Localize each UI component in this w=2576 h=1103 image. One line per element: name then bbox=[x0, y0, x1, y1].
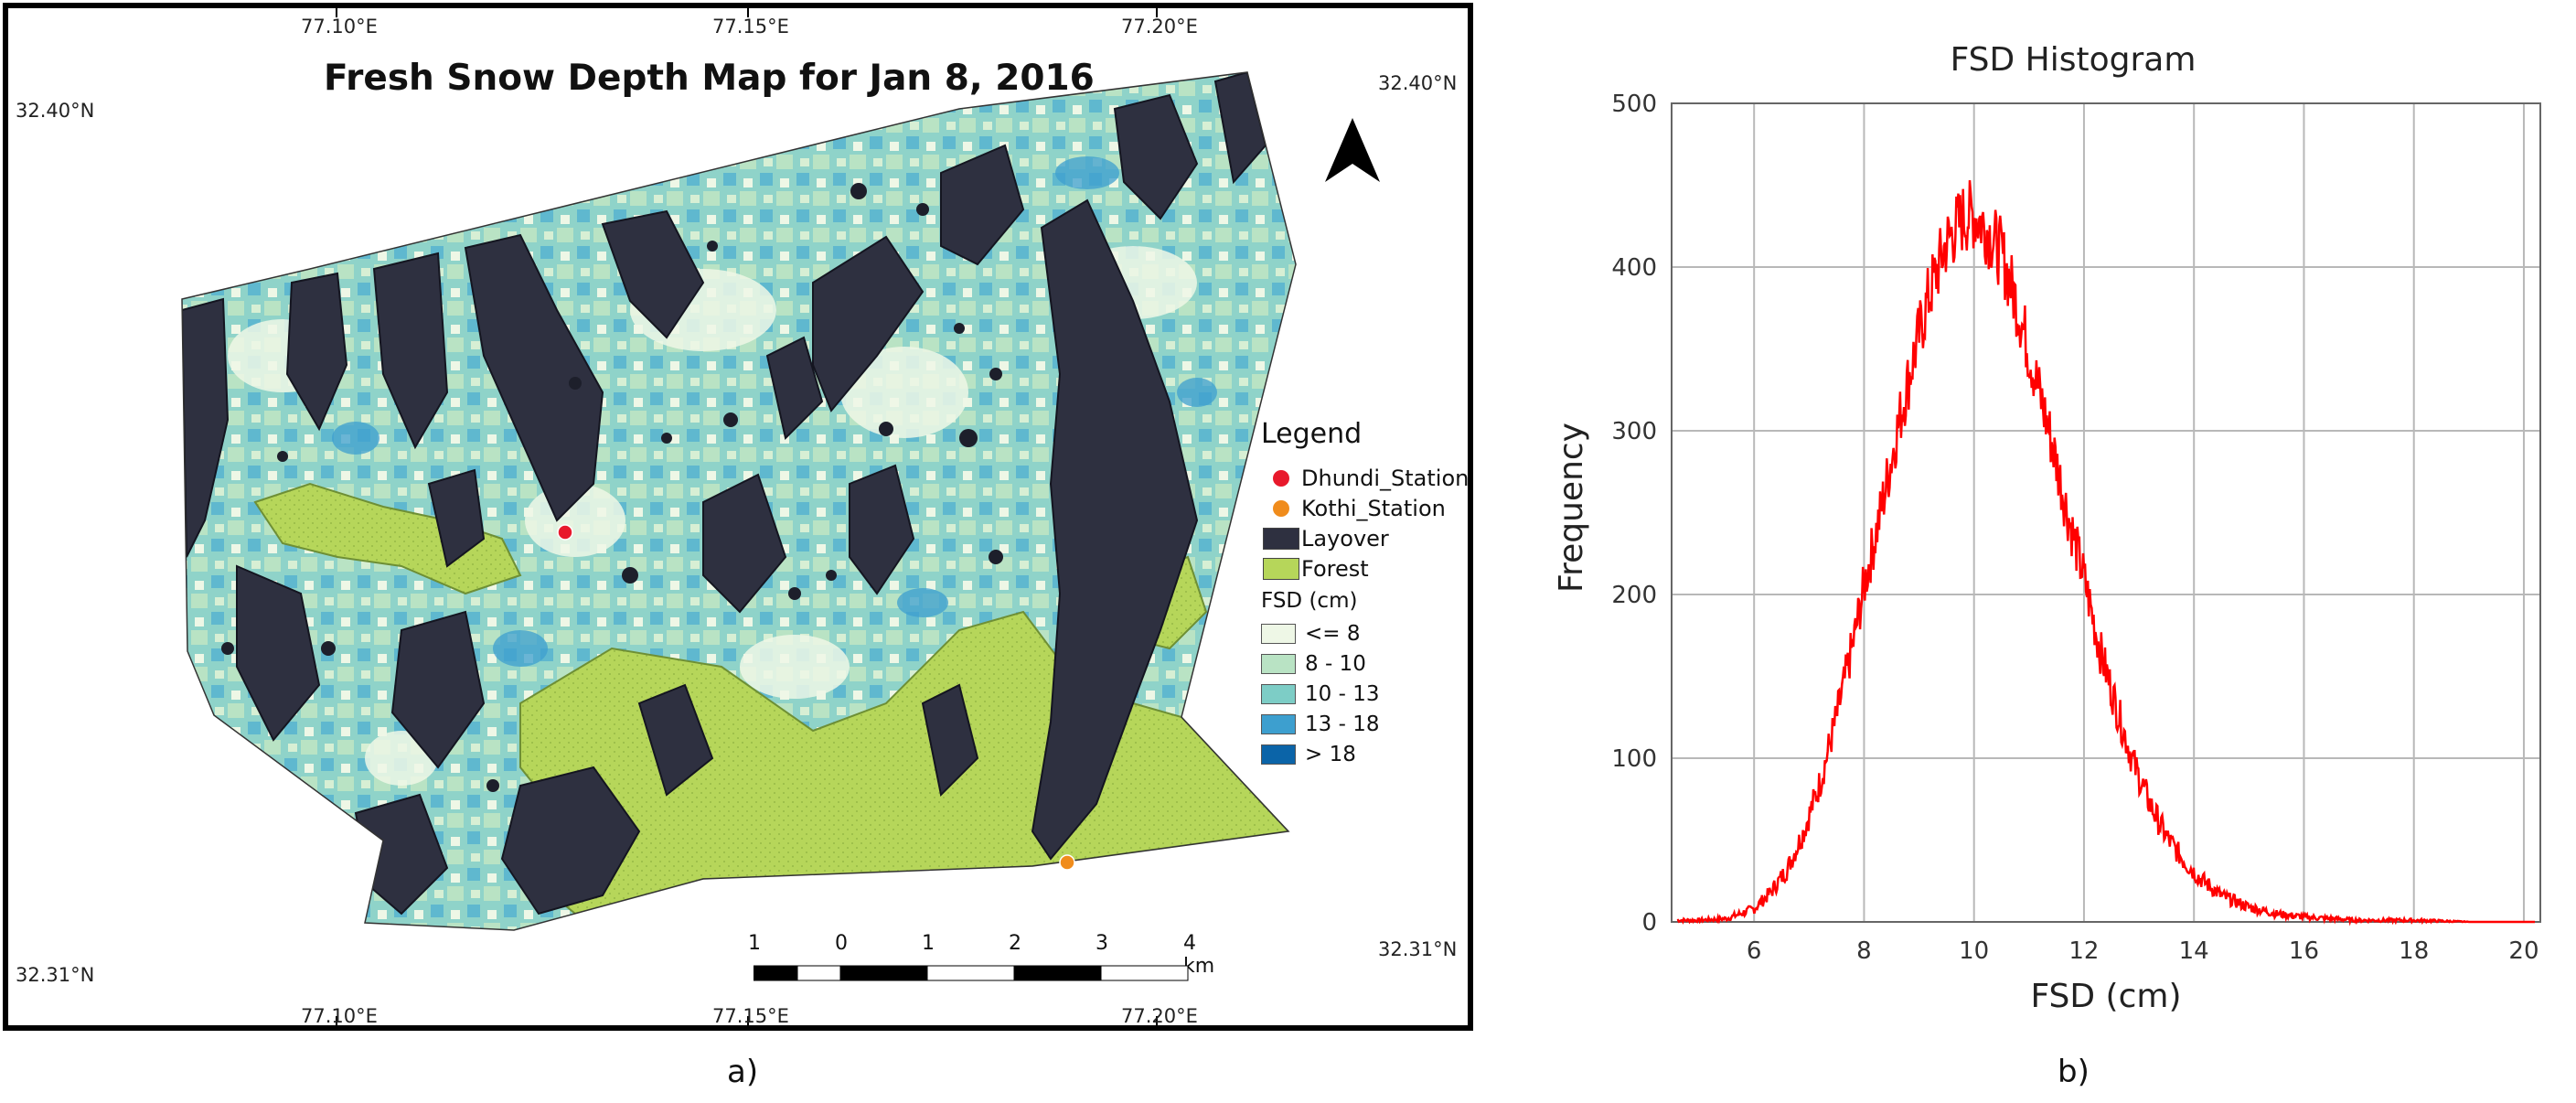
layover-areas bbox=[182, 72, 1267, 916]
fsd-class-label: 8 - 10 bbox=[1305, 651, 1366, 676]
coord-bottom-3: 77.20°E bbox=[1121, 1005, 1198, 1027]
legend-title: Legend bbox=[1261, 418, 1363, 450]
fsd-swatch bbox=[1261, 653, 1296, 674]
legend-item-dhundi-station: Dhundi_Station bbox=[1261, 463, 1480, 493]
fsd-class-4: 13 - 18 bbox=[1261, 709, 1480, 739]
coord-bottom-2: 77.15°E bbox=[712, 1005, 789, 1027]
fsd-swatch bbox=[1261, 713, 1296, 734]
coord-bottom-1: 77.10°E bbox=[301, 1005, 378, 1027]
legend-label: Dhundi_Station bbox=[1301, 465, 1470, 491]
kothi-station-symbol bbox=[1273, 499, 1289, 517]
legend-item-kothi-station: Kothi_Station bbox=[1261, 493, 1480, 523]
x-tick-label: 10 bbox=[1959, 937, 1989, 965]
y-tick-label: 100 bbox=[1611, 745, 1657, 773]
panel-b-caption: b) bbox=[2058, 1054, 2090, 1090]
map-panel: Fresh Snow Depth Map for Jan 8, 2016 77.… bbox=[3, 3, 1473, 1031]
fsd-class-1: <= 8 bbox=[1261, 618, 1480, 648]
series-line-frequency bbox=[1676, 180, 2535, 926]
y-axis-label: Frequency bbox=[1553, 423, 1590, 593]
x-tick-label: 16 bbox=[2289, 937, 2319, 965]
legend-item-layover: Layover bbox=[1261, 523, 1480, 553]
coord-top-3: 77.20°E bbox=[1121, 16, 1198, 37]
scale-bar-graphic bbox=[754, 965, 1189, 981]
fsd-swatch bbox=[1261, 744, 1296, 765]
dhundi-station-symbol bbox=[1273, 469, 1289, 487]
coord-right-1: 32.40°N bbox=[1378, 72, 1458, 94]
scale-label: 2 bbox=[1009, 932, 1021, 955]
panel-a-caption: a) bbox=[727, 1054, 759, 1090]
kothi-station-marker[interactable] bbox=[1059, 854, 1075, 871]
layover-symbol bbox=[1263, 527, 1299, 550]
fsd-class-5: > 18 bbox=[1261, 739, 1480, 769]
coord-top-2: 77.15°E bbox=[712, 16, 789, 37]
y-tick-label: 0 bbox=[1641, 909, 1657, 937]
dhundi-station-marker[interactable] bbox=[557, 524, 573, 541]
fsd-class-2: 8 - 10 bbox=[1261, 648, 1480, 679]
scale-label: 3 bbox=[1096, 932, 1108, 955]
y-tick-label: 200 bbox=[1611, 582, 1657, 609]
aoi-outline bbox=[181, 71, 1297, 931]
x-tick-label: 14 bbox=[2179, 937, 2209, 965]
scale-label: 1 bbox=[922, 932, 935, 955]
fsd-swatch bbox=[1261, 623, 1296, 644]
map-legend: Legend Dhundi_Station Kothi_Station Layo… bbox=[1261, 418, 1480, 769]
fsd-class-label: 13 - 18 bbox=[1305, 712, 1380, 736]
chart-grid bbox=[1672, 102, 2540, 923]
coord-left-2: 32.31°N bbox=[16, 964, 95, 986]
plot-frame bbox=[1671, 102, 2541, 923]
scale-label: 4 km bbox=[1183, 932, 1215, 978]
layover-speckles bbox=[221, 183, 1003, 792]
x-tick-label: 6 bbox=[1747, 937, 1762, 965]
y-tick-label: 500 bbox=[1611, 91, 1657, 118]
scale-label: 0 bbox=[835, 932, 848, 955]
x-tick-label: 20 bbox=[2508, 937, 2539, 965]
y-tick-label: 400 bbox=[1611, 254, 1657, 282]
graticule-ticks bbox=[336, 8, 1158, 1025]
legend-label: Layover bbox=[1301, 525, 1389, 552]
coord-left-1: 32.40°N bbox=[16, 100, 95, 122]
fsd-swatch bbox=[1261, 683, 1296, 704]
map-title: Fresh Snow Depth Map for Jan 8, 2016 bbox=[324, 58, 1095, 99]
scale-label: 1 bbox=[748, 932, 761, 955]
fsd-class-3: 10 - 13 bbox=[1261, 679, 1480, 709]
coord-right-2: 32.31°N bbox=[1378, 938, 1458, 960]
legend-item-forest: Forest bbox=[1261, 553, 1480, 584]
x-axis-label: FSD (cm) bbox=[2030, 978, 2181, 1015]
north-arrow-icon bbox=[1325, 118, 1380, 182]
fsd-class-label: <= 8 bbox=[1305, 621, 1361, 646]
fsd-map bbox=[181, 8, 1380, 1025]
y-tick-label: 300 bbox=[1611, 418, 1657, 445]
fsd-legend-title: FSD (cm) bbox=[1261, 589, 1358, 613]
legend-label: Forest bbox=[1301, 555, 1369, 582]
legend-label: Kothi_Station bbox=[1301, 495, 1446, 521]
chart-title: FSD Histogram bbox=[1951, 41, 2197, 79]
forest-symbol bbox=[1263, 557, 1299, 580]
fsd-class-label: 10 - 13 bbox=[1305, 681, 1380, 706]
x-tick-label: 12 bbox=[2068, 937, 2099, 965]
x-tick-label: 18 bbox=[2399, 937, 2429, 965]
coord-top-1: 77.10°E bbox=[301, 16, 378, 37]
fsd-histogram: FSD Histogram 6 8 10 12 14 16 18 20010020030040… bbox=[1553, 41, 2541, 1015]
x-tick-label: 8 bbox=[1856, 937, 1872, 965]
fsd-class-label: > 18 bbox=[1305, 742, 1356, 766]
